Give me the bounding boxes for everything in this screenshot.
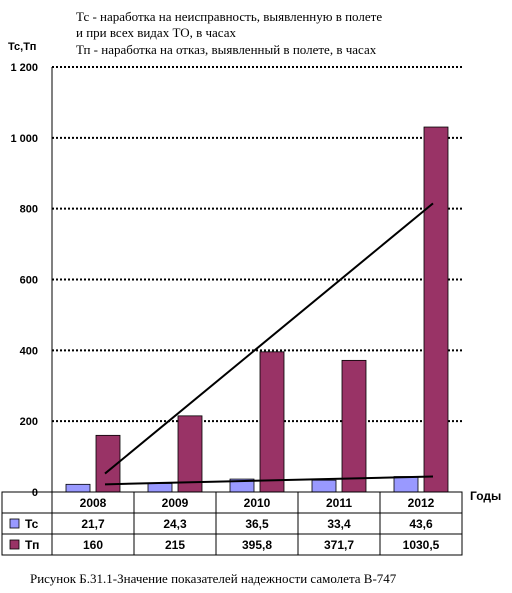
legend-note-line-1: Тс - наработка на неисправность, выявлен… (76, 9, 382, 24)
x-axis-label: Годы (470, 489, 501, 503)
legend-swatch-Тс (9, 518, 20, 529)
bar-Тс-2011 (311, 479, 337, 493)
x-tick-label: 2010 (244, 496, 271, 510)
table-cell-Тс-2010: 36,5 (245, 517, 269, 531)
y-tick-label: 0 (32, 487, 38, 499)
table-cell-Тп-2010: 395,8 (242, 538, 272, 552)
legend-note-line-3: Тп - наработка на отказ, выявленный в по… (76, 42, 377, 57)
y-tick-label: 200 (20, 416, 38, 428)
bar-Тс-2012 (393, 476, 419, 493)
bar-Тп-2009 (177, 415, 203, 493)
y-tick-label: 400 (20, 345, 38, 357)
trendline-Тс (104, 475, 434, 486)
legend-swatch-Тп (9, 539, 20, 550)
figure-caption: Рисунок Б.31.1-Значение показателей наде… (30, 571, 397, 586)
table-cell-Тп-2008: 160 (83, 538, 103, 552)
y-axis-label: Тс,Тп (8, 41, 36, 53)
y-tick-label: 1 200 (10, 62, 38, 74)
x-tick-label: 2009 (162, 496, 189, 510)
x-tick-label: 2008 (80, 496, 107, 510)
bar-Тп-2011 (341, 359, 367, 493)
table-cell-Тс-2011: 33,4 (327, 517, 351, 531)
legend-note-line-2: и при всех видах ТО, в часах (76, 25, 236, 40)
bar-Тп-2012 (423, 126, 449, 493)
table-cell-Тс-2009: 24,3 (163, 517, 187, 531)
x-tick-label: 2011 (326, 496, 352, 510)
y-tick-label: 800 (20, 204, 38, 216)
legend-label-Тс: Тс (25, 517, 39, 531)
legend-label-Тп: Тп (25, 538, 39, 552)
bar-Тс-2008 (65, 483, 91, 493)
bar-Тс-2009 (147, 482, 173, 493)
table-cell-Тс-2012: 43,6 (409, 517, 433, 531)
x-tick-label: 2012 (408, 496, 435, 510)
table-cell-Тп-2011: 371,7 (324, 538, 354, 552)
bar-Тп-2010 (259, 351, 285, 493)
data-table-border (1, 491, 463, 556)
table-cell-Тп-2012: 1030,5 (403, 538, 440, 552)
table-cell-Тс-2008: 21,7 (81, 517, 105, 531)
trendline-Тп (104, 202, 434, 475)
y-tick-label: 1 000 (10, 133, 38, 145)
table-cell-Тп-2009: 215 (165, 538, 185, 552)
y-tick-label: 600 (20, 275, 38, 287)
